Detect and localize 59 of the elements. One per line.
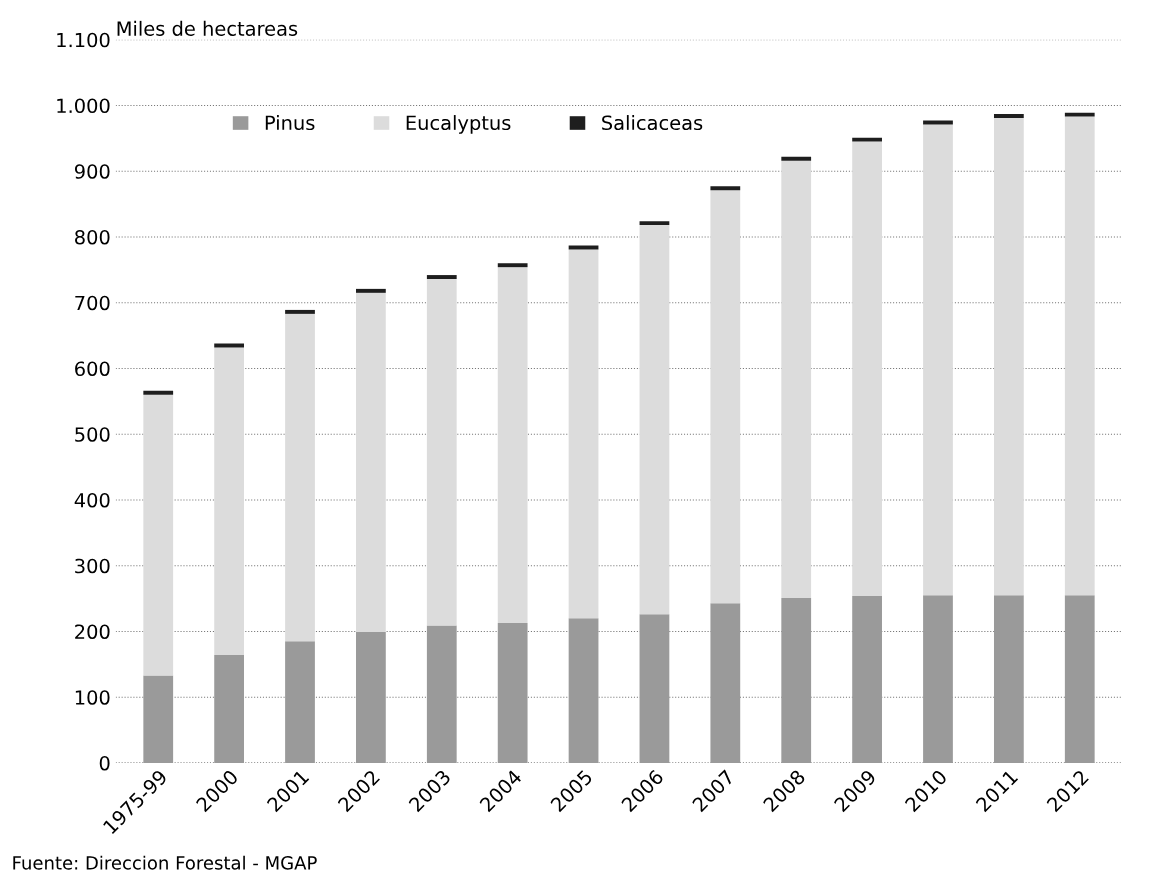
y-tick-label: 900 [74,164,110,179]
y-tick-label: 100 [75,690,110,705]
y-tick-label: 500 [75,427,110,442]
y-tick-label: 1.000 [57,98,110,114]
bar [1064,116,1095,596]
bar [639,225,670,615]
bar [993,595,1024,763]
source-note: Fuente: Direccion Forestal - MGAP [13,855,317,870]
y-tick-label: 1.100 [57,32,110,48]
bar [143,675,174,763]
y-tick-label: 400 [74,492,110,508]
bar [923,120,953,125]
y-axis-title: Miles de hectareas [117,20,298,36]
bar [214,655,244,763]
y-tick-label: 200 [75,624,110,640]
bar [497,263,528,268]
bar [781,156,812,161]
bar [143,394,174,676]
bar [426,275,457,280]
bar [356,632,386,763]
bar [426,625,457,763]
legend-label: Pinus [265,115,315,131]
bar [923,124,953,596]
y-tick-label: 700 [75,295,110,311]
bar [497,622,528,763]
bar [852,141,882,596]
bar [993,117,1024,596]
bar [426,279,457,626]
y-tick-label: 0 [99,755,110,771]
bar [285,309,315,314]
bar [214,347,244,656]
bar [710,603,741,763]
bar [639,614,670,763]
legend-label: Eucalyptus [406,115,511,134]
bar [1064,595,1095,763]
y-tick-label: 600 [75,361,110,377]
bar [710,186,741,191]
bar [497,267,528,623]
bar [710,190,741,604]
bar [852,595,882,763]
bar [568,618,599,763]
bar [568,249,599,619]
bar [993,113,1024,118]
bar [781,597,812,763]
bar [923,595,953,763]
bar [285,313,315,642]
y-tick-label: 800 [75,229,110,245]
legend-label: Salicaceas [602,115,703,131]
bar [143,390,174,395]
bar [214,343,244,348]
bar [852,137,882,142]
bar [356,288,386,293]
bar [285,641,315,763]
bar [639,221,670,226]
bar [1064,112,1095,117]
bar [356,292,386,633]
bar [568,245,599,250]
y-tick-label: 300 [75,558,110,574]
bar [781,160,812,598]
